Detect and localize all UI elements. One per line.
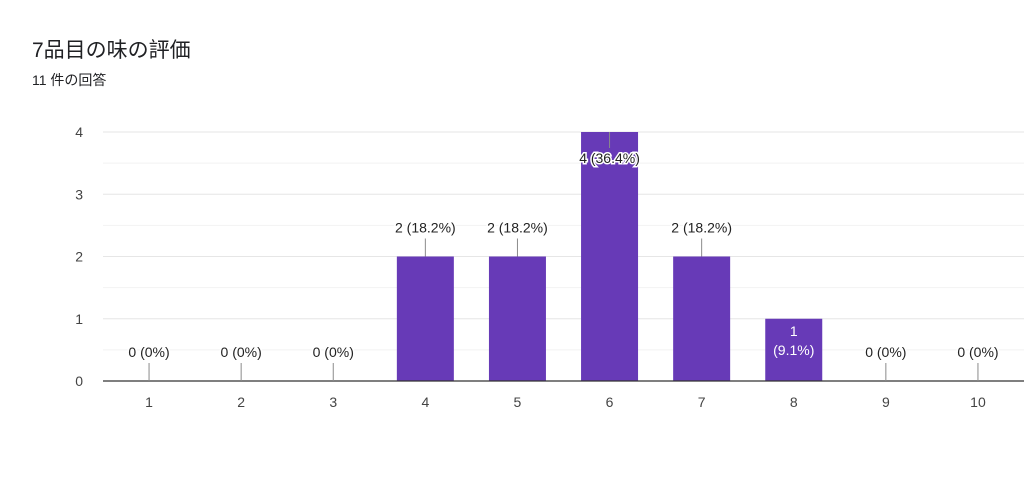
data-label: 0 (0%) (128, 344, 169, 360)
chart-title: 7品目の味の評価 (32, 39, 191, 62)
x-tick-label: 6 (606, 394, 614, 410)
bar (673, 256, 731, 381)
x-axis-ticks: 1 2 3 4 5 6 7 8 9 10 (103, 380, 1024, 410)
y-tick-label: 4 (75, 124, 83, 140)
x-tick-label: 1 (145, 394, 153, 410)
data-label: 2 (18.2%) (395, 220, 456, 236)
x-tick-label: 2 (237, 394, 245, 410)
y-tick-label: 3 (75, 186, 83, 202)
y-tick-label: 2 (75, 249, 83, 265)
data-label: 0 (0%) (865, 344, 906, 360)
x-tick-label: 10 (970, 394, 986, 410)
bar (765, 318, 823, 381)
data-label: (9.1%) (773, 342, 814, 358)
response-count: 11 件の回答 (32, 72, 107, 88)
y-tick-label: 1 (75, 311, 83, 327)
x-tick-label: 9 (882, 394, 890, 410)
data-label: 0 (0%) (957, 344, 998, 360)
data-labels: 0 (0%) 0 (0%) 0 (0%) 2 (18.2%) 2 (18.2%) 4 (3… (127, 132, 1000, 381)
data-label: 0 (0%) (221, 344, 262, 360)
x-tick-label: 3 (329, 394, 337, 410)
bar (488, 256, 546, 381)
data-label: 2 (18.2%) (487, 220, 548, 236)
data-label: 1 (790, 323, 798, 339)
y-axis-ticks: 0 1 2 3 4 (75, 124, 83, 389)
bar (581, 132, 639, 381)
data-label: 4 (36.4%) (579, 150, 640, 166)
y-tick-label: 0 (75, 373, 83, 389)
x-tick-label: 4 (421, 394, 429, 410)
bars (396, 132, 823, 381)
x-tick-label: 5 (514, 394, 522, 410)
data-label: 0 (0%) (313, 344, 354, 360)
data-label: 2 (18.2%) (671, 220, 732, 236)
x-tick-label: 7 (698, 394, 706, 410)
x-tick-label: 8 (790, 394, 798, 410)
bar (396, 256, 454, 381)
